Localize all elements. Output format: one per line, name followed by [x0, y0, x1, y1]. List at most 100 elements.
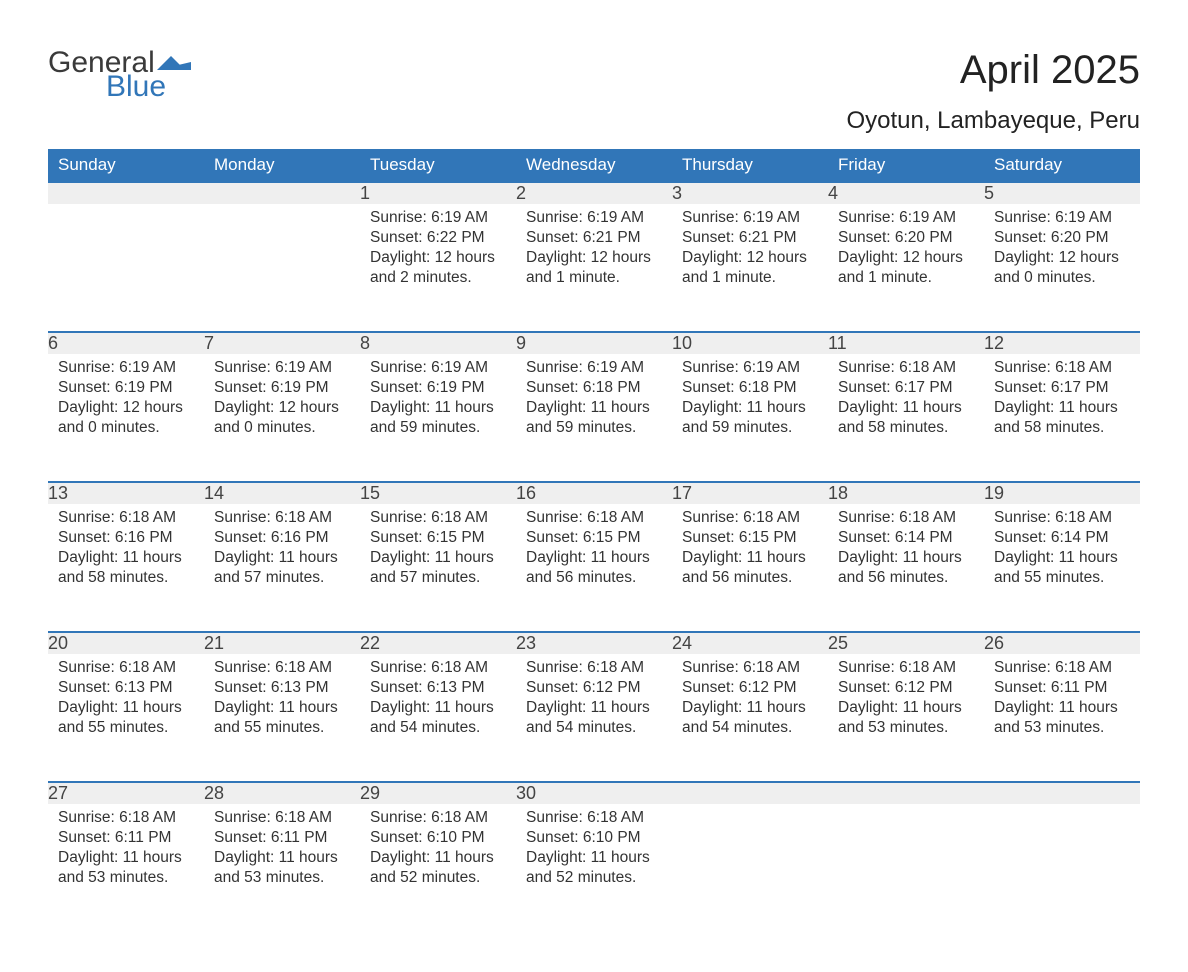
day-number: 1	[360, 183, 370, 203]
daylight-line: Daylight: 11 hours and 58 minutes.	[838, 398, 974, 438]
day-body: Sunrise: 6:18 AMSunset: 6:15 PMDaylight:…	[672, 504, 828, 599]
day-cell: Sunrise: 6:19 AMSunset: 6:21 PMDaylight:…	[672, 204, 828, 332]
day-cell: Sunrise: 6:18 AMSunset: 6:10 PMDaylight:…	[360, 804, 516, 932]
day-cell: Sunrise: 6:18 AMSunset: 6:13 PMDaylight:…	[48, 654, 204, 782]
daylight-line: Daylight: 11 hours and 58 minutes.	[58, 548, 194, 588]
daylight-line: Daylight: 11 hours and 56 minutes.	[682, 548, 818, 588]
day-number: 8	[360, 333, 370, 353]
day-number-cell: 17	[672, 482, 828, 504]
day-number-row: 13141516171819	[48, 482, 1140, 504]
sunset-line: Sunset: 6:17 PM	[838, 378, 974, 398]
day-number: 12	[984, 333, 1004, 353]
day-number-cell: 20	[48, 632, 204, 654]
daylight-line: Daylight: 11 hours and 59 minutes.	[682, 398, 818, 438]
month-title: April 2025	[846, 48, 1140, 93]
daylight-line: Daylight: 12 hours and 1 minute.	[682, 248, 818, 288]
day-number-row: 20212223242526	[48, 632, 1140, 654]
sunrise-line: Sunrise: 6:19 AM	[58, 358, 194, 378]
day-number: 22	[360, 633, 380, 653]
day-number-cell: 12	[984, 332, 1140, 354]
day-cell: Sunrise: 6:19 AMSunset: 6:21 PMDaylight:…	[516, 204, 672, 332]
day-cell: Sunrise: 6:18 AMSunset: 6:12 PMDaylight:…	[828, 654, 984, 782]
day-body: Sunrise: 6:19 AMSunset: 6:19 PMDaylight:…	[48, 354, 204, 449]
day-number-cell: 13	[48, 482, 204, 504]
day-number-cell: 26	[984, 632, 1140, 654]
day-number-cell: 4	[828, 182, 984, 204]
daylight-line: Daylight: 11 hours and 53 minutes.	[214, 848, 350, 888]
sunset-line: Sunset: 6:11 PM	[994, 678, 1130, 698]
sunrise-line: Sunrise: 6:19 AM	[370, 358, 506, 378]
sunset-line: Sunset: 6:13 PM	[370, 678, 506, 698]
daylight-line: Daylight: 11 hours and 58 minutes.	[994, 398, 1130, 438]
day-number: 7	[204, 333, 214, 353]
day-number: 26	[984, 633, 1004, 653]
day-number: 5	[984, 183, 994, 203]
day-body: Sunrise: 6:18 AMSunset: 6:12 PMDaylight:…	[672, 654, 828, 749]
day-body: Sunrise: 6:19 AMSunset: 6:20 PMDaylight:…	[984, 204, 1140, 299]
day-number-cell: 19	[984, 482, 1140, 504]
sunset-line: Sunset: 6:10 PM	[526, 828, 662, 848]
day-number-cell: 10	[672, 332, 828, 354]
day-cell: Sunrise: 6:18 AMSunset: 6:16 PMDaylight:…	[48, 504, 204, 632]
sunrise-line: Sunrise: 6:18 AM	[370, 508, 506, 528]
daylight-line: Daylight: 12 hours and 0 minutes.	[58, 398, 194, 438]
day-cell	[984, 804, 1140, 932]
day-number: 18	[828, 483, 848, 503]
day-body: Sunrise: 6:18 AMSunset: 6:11 PMDaylight:…	[984, 654, 1140, 749]
logo: General Blue	[48, 48, 191, 102]
day-body: Sunrise: 6:18 AMSunset: 6:13 PMDaylight:…	[204, 654, 360, 749]
sunset-line: Sunset: 6:17 PM	[994, 378, 1130, 398]
day-cell	[48, 204, 204, 332]
weekday-header: Sunday	[48, 149, 204, 182]
sunrise-line: Sunrise: 6:19 AM	[682, 208, 818, 228]
daylight-line: Daylight: 11 hours and 53 minutes.	[994, 698, 1130, 738]
day-cell: Sunrise: 6:18 AMSunset: 6:17 PMDaylight:…	[984, 354, 1140, 482]
sunrise-line: Sunrise: 6:18 AM	[370, 658, 506, 678]
day-body: Sunrise: 6:18 AMSunset: 6:14 PMDaylight:…	[828, 504, 984, 599]
day-cell	[204, 204, 360, 332]
daylight-line: Daylight: 11 hours and 56 minutes.	[526, 548, 662, 588]
sunset-line: Sunset: 6:19 PM	[370, 378, 506, 398]
day-number: 4	[828, 183, 838, 203]
day-body-row: Sunrise: 6:19 AMSunset: 6:22 PMDaylight:…	[48, 204, 1140, 332]
daylight-line: Daylight: 11 hours and 54 minutes.	[526, 698, 662, 738]
sunrise-line: Sunrise: 6:18 AM	[838, 358, 974, 378]
sunrise-line: Sunrise: 6:18 AM	[58, 808, 194, 828]
sunset-line: Sunset: 6:18 PM	[682, 378, 818, 398]
sunrise-line: Sunrise: 6:19 AM	[370, 208, 506, 228]
day-cell: Sunrise: 6:18 AMSunset: 6:12 PMDaylight:…	[516, 654, 672, 782]
day-number-cell: 1	[360, 182, 516, 204]
daylight-line: Daylight: 11 hours and 52 minutes.	[526, 848, 662, 888]
day-cell: Sunrise: 6:18 AMSunset: 6:12 PMDaylight:…	[672, 654, 828, 782]
sunrise-line: Sunrise: 6:18 AM	[58, 658, 194, 678]
day-number: 14	[204, 483, 224, 503]
day-body: Sunrise: 6:18 AMSunset: 6:14 PMDaylight:…	[984, 504, 1140, 599]
sunrise-line: Sunrise: 6:19 AM	[214, 358, 350, 378]
sunset-line: Sunset: 6:14 PM	[994, 528, 1130, 548]
day-number-cell: 21	[204, 632, 360, 654]
weekday-header-row: Sunday Monday Tuesday Wednesday Thursday…	[48, 149, 1140, 182]
day-number-cell	[828, 782, 984, 804]
day-cell: Sunrise: 6:18 AMSunset: 6:16 PMDaylight:…	[204, 504, 360, 632]
day-number-cell: 14	[204, 482, 360, 504]
day-number-cell: 23	[516, 632, 672, 654]
sunrise-line: Sunrise: 6:18 AM	[214, 808, 350, 828]
daylight-line: Daylight: 11 hours and 55 minutes.	[214, 698, 350, 738]
day-number: 27	[48, 783, 68, 803]
sunrise-line: Sunrise: 6:19 AM	[526, 208, 662, 228]
header: General Blue April 2025 Oyotun, Lambayeq…	[48, 48, 1140, 141]
daylight-line: Daylight: 11 hours and 56 minutes.	[838, 548, 974, 588]
day-number-cell: 22	[360, 632, 516, 654]
sunset-line: Sunset: 6:18 PM	[526, 378, 662, 398]
day-number-cell: 9	[516, 332, 672, 354]
day-body: Sunrise: 6:19 AMSunset: 6:19 PMDaylight:…	[360, 354, 516, 449]
day-number: 2	[516, 183, 526, 203]
day-number-cell: 16	[516, 482, 672, 504]
sunset-line: Sunset: 6:15 PM	[682, 528, 818, 548]
day-number-cell	[672, 782, 828, 804]
day-cell: Sunrise: 6:18 AMSunset: 6:15 PMDaylight:…	[360, 504, 516, 632]
day-body-row: Sunrise: 6:19 AMSunset: 6:19 PMDaylight:…	[48, 354, 1140, 482]
sunset-line: Sunset: 6:12 PM	[838, 678, 974, 698]
daylight-line: Daylight: 12 hours and 0 minutes.	[994, 248, 1130, 288]
sunrise-line: Sunrise: 6:18 AM	[838, 658, 974, 678]
